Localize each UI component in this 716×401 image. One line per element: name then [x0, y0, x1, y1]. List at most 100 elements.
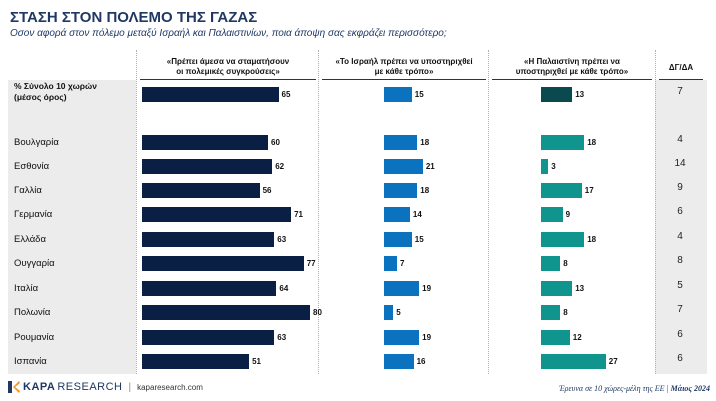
survey-date: Μάιος 2024	[670, 384, 710, 393]
bar-series-1	[142, 87, 279, 102]
series-header-support-israel: «Το Ισραήλ πρέπει να υποστηριχθεί με κάθ…	[322, 57, 486, 77]
category-label: Εσθονία	[14, 161, 49, 172]
data-label: 18	[420, 186, 430, 195]
bar-series-3	[541, 256, 561, 271]
dk-value: 9	[677, 182, 683, 193]
bar-series-1	[142, 330, 275, 345]
column-separator	[136, 50, 137, 374]
header-rule	[140, 79, 316, 80]
bar-series-1	[142, 305, 310, 320]
dk-value: 5	[677, 280, 683, 291]
bar-series-3	[541, 354, 606, 369]
dk-value: 6	[677, 206, 683, 217]
category-label-line: Ουγγαρία	[14, 258, 55, 269]
bar-series-3	[541, 87, 573, 102]
data-label: 27	[608, 357, 618, 366]
header-line: «Το Ισραήλ πρέπει να υποστηριχθεί	[335, 57, 473, 66]
header-rule	[322, 79, 486, 80]
category-label: Γερμανία	[14, 209, 52, 220]
header-line: οι πολεμικές συγκρούσεις»	[176, 67, 280, 76]
category-label-line: Γερμανία	[14, 209, 53, 220]
dk-value: 8	[677, 255, 683, 266]
data-label: 18	[420, 138, 430, 147]
bar-series-2	[384, 159, 423, 174]
data-label: 51	[252, 357, 261, 366]
bar-series-2	[384, 330, 420, 345]
category-label-line: % Σύνολο 10 χωρών	[14, 81, 97, 91]
bar-series-3	[541, 232, 585, 247]
series-header-stop-war: «Πρέπει άμεσα να σταματήσουν οι πολεμικέ…	[140, 57, 316, 77]
bar-series-1	[142, 281, 277, 296]
bar-series-3	[541, 135, 585, 150]
bar-series-1	[142, 354, 250, 369]
category-label: Ισπανία	[14, 356, 47, 367]
bar-series-1	[142, 159, 273, 174]
data-label: 3	[551, 162, 556, 171]
data-label: 17	[584, 186, 594, 195]
column-separator	[488, 50, 489, 374]
category-label-line: Ρουμανία	[14, 332, 55, 343]
category-label: Γαλλία	[14, 185, 42, 196]
bar-series-2	[384, 305, 394, 320]
bar-series-2	[384, 87, 412, 102]
header-line: με κάθε τρόπο»	[374, 67, 434, 76]
header-line: «Πρέπει άμεσα να σταματήσουν	[166, 57, 290, 66]
bar-series-3	[541, 183, 582, 198]
category-label: Ρουμανία	[14, 332, 54, 343]
dk-value: 7	[677, 304, 683, 315]
brand-bold: KAPA	[23, 381, 56, 393]
data-label: 9	[565, 210, 571, 219]
bar-series-2	[384, 207, 410, 222]
data-label: 8	[563, 308, 568, 317]
data-label: 19	[422, 284, 432, 293]
dk-value: 6	[677, 353, 683, 364]
category-label: % Σύνολο 10 χωρών (μέσος όρος)	[14, 81, 97, 103]
bar-series-3	[541, 305, 561, 320]
category-label: Πολωνία	[14, 307, 50, 318]
brand-light: RESEARCH	[57, 381, 123, 393]
dk-value: 4	[677, 231, 683, 242]
category-label-line: Ελλάδα	[14, 234, 46, 245]
category-label-line: Ισπανία	[14, 356, 47, 367]
footer-separator: |	[128, 381, 132, 393]
category-label-line: Πολωνία	[14, 307, 51, 318]
bar-series-3	[541, 207, 563, 222]
data-label: 13	[575, 90, 585, 99]
footer-brand: KAPA RESEARCH | kaparesearch.com	[8, 381, 203, 393]
data-label: 63	[277, 235, 287, 244]
data-label: 64	[279, 284, 289, 293]
data-label: 80	[313, 308, 322, 317]
survey-note-text: Έρευνα σε 10 χώρες-μέλη της ΕΕ |	[559, 384, 671, 393]
data-label: 18	[587, 138, 597, 147]
bar-series-2	[384, 281, 420, 296]
data-label: 7	[399, 259, 405, 268]
data-label: 16	[416, 357, 426, 366]
dk-header: ΔΓ/ΔΑ	[668, 63, 694, 72]
category-label-line: (μέσος όρος)	[14, 92, 67, 102]
bar-series-1	[142, 183, 260, 198]
header-line: «Η Παλαιστίνη πρέπει να	[524, 57, 620, 66]
data-label: 15	[414, 235, 424, 244]
column-separator	[655, 50, 656, 374]
data-label: 5	[396, 308, 401, 317]
data-label: 8	[563, 259, 568, 268]
data-label: 71	[294, 210, 303, 219]
data-label: 12	[572, 333, 582, 342]
bar-series-1	[142, 256, 304, 271]
header-rule	[659, 79, 703, 80]
bar-series-2	[384, 232, 412, 247]
category-label: Ελλάδα	[14, 234, 46, 245]
data-label: 15	[414, 90, 424, 99]
category-label-line: Εσθονία	[14, 161, 50, 172]
header-rule	[492, 79, 652, 80]
page-title: ΣΤΑΣΗ ΣΤΟΝ ΠΟΛΕΜΟ ΤΗΣ ΓΑΖΑΣ	[10, 9, 258, 26]
website-link[interactable]: kaparesearch.com	[137, 382, 203, 392]
page-subtitle: Οσον αφορά στον πόλεμο μεταξύ Ισραήλ και…	[10, 28, 447, 39]
column-separator	[318, 50, 319, 374]
data-label: 13	[575, 284, 585, 293]
data-label: 19	[422, 333, 432, 342]
series-header-support-palestine: «Η Παλαιστίνη πρέπει να υποστηριχθεί με …	[492, 57, 652, 77]
data-label: 21	[425, 162, 435, 171]
dk-column-bg	[655, 80, 707, 374]
kapa-logo-icon	[8, 381, 20, 393]
